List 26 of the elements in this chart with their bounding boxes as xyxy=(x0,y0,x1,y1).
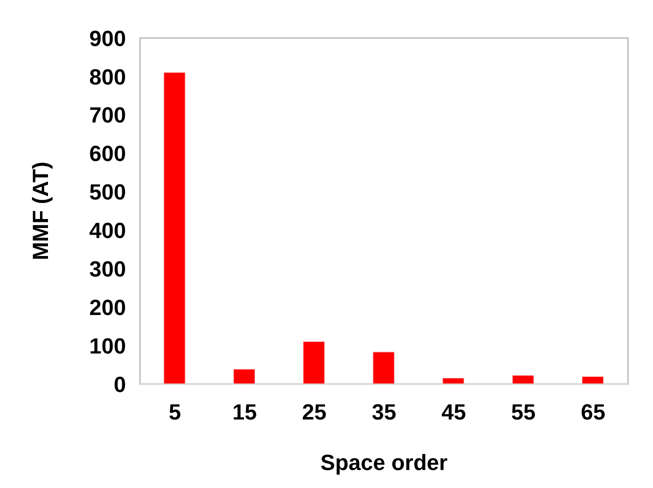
y-tick-label: 800 xyxy=(89,64,126,90)
bar xyxy=(442,378,464,384)
bar xyxy=(233,369,255,384)
y-tick-label: 300 xyxy=(89,256,126,282)
x-tick-label: 35 xyxy=(372,400,396,425)
x-tick-label: 15 xyxy=(232,400,257,425)
bar xyxy=(582,376,604,384)
y-axis-title: MMF (AT) xyxy=(28,162,53,260)
x-tick-label: 65 xyxy=(580,400,606,425)
x-tick-label: 5 xyxy=(168,400,181,425)
y-tick-label: 0 xyxy=(114,372,126,397)
y-tick-label: 400 xyxy=(89,218,126,244)
x-axis-title: Space order xyxy=(320,450,448,475)
y-tick-label: 600 xyxy=(89,141,126,166)
bar xyxy=(372,352,394,384)
y-tick-label: 700 xyxy=(89,102,126,128)
y-tick-label: 100 xyxy=(89,333,126,358)
y-tick-label: 500 xyxy=(89,180,126,205)
bar xyxy=(512,375,534,384)
x-tick-label: 45 xyxy=(441,400,466,425)
y-tick-label: 900 xyxy=(89,26,126,51)
x-tick-label: 25 xyxy=(302,400,327,425)
bar xyxy=(164,72,186,384)
y-tick-label: 200 xyxy=(89,294,126,320)
x-tick-label: 55 xyxy=(511,400,536,425)
bar xyxy=(303,341,325,384)
